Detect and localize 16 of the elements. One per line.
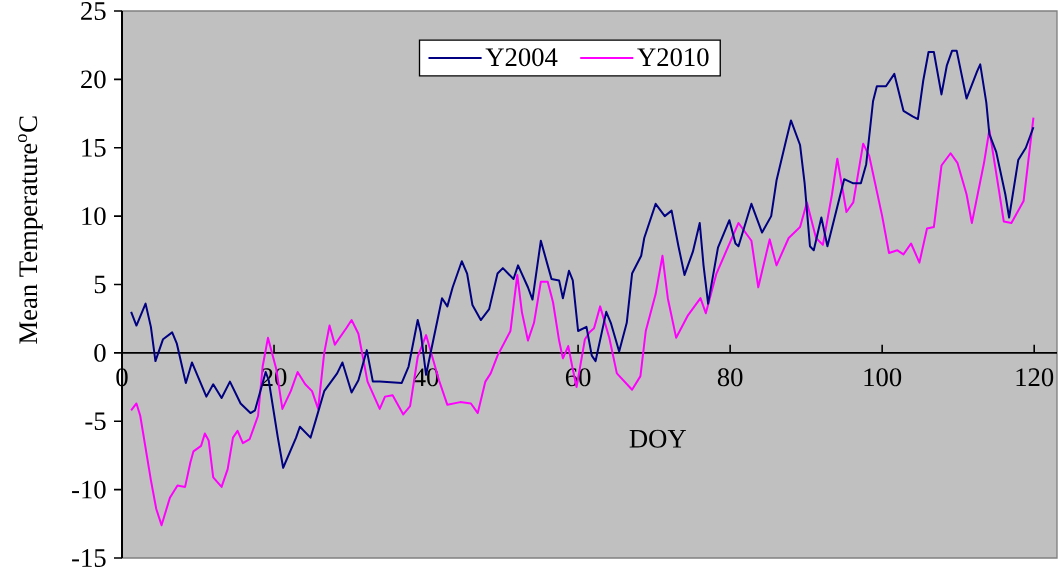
legend-label: Y2004 — [485, 48, 558, 67]
x-tick-label: 120 — [1016, 368, 1054, 387]
y-tick-label: 25 — [81, 2, 106, 20]
y-tick-label: 10 — [82, 207, 106, 226]
x-tick-label: 100 — [864, 368, 902, 387]
y-tick-label: -5 — [85, 412, 106, 431]
legend-label: Y2010 — [637, 48, 709, 67]
y-tick-label: 0 — [94, 343, 106, 362]
y-tick-label: 20 — [81, 70, 106, 89]
y-tick-label: 15 — [82, 138, 106, 157]
y-axis-title: Mean Temperature$^{o}$C — [18, 116, 43, 344]
x-tick-label: 80 — [717, 368, 743, 387]
x-axis-title: DOY — [629, 429, 686, 448]
y-tick-label: -10 — [72, 480, 106, 499]
y-tick-label: -15 — [72, 549, 106, 567]
y-tick-label: 5 — [94, 275, 106, 294]
